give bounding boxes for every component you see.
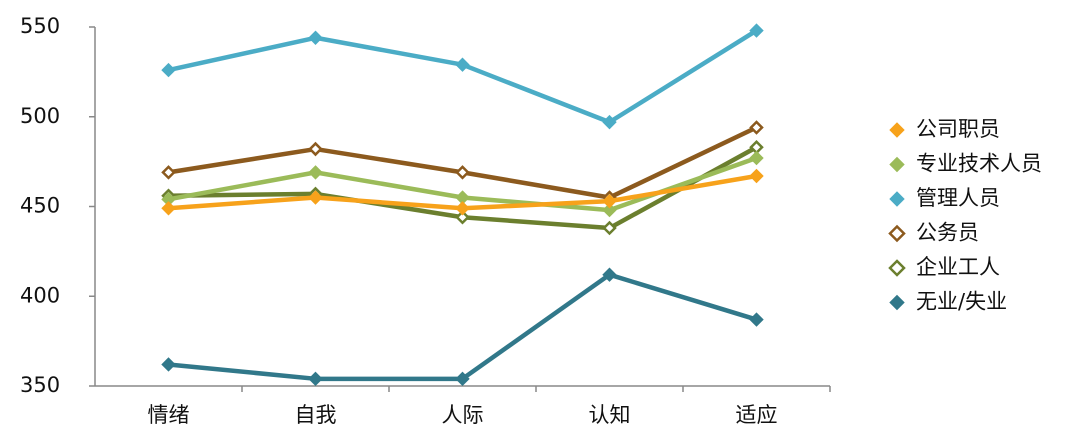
- data-point: [308, 165, 323, 180]
- y-tick-label: 450: [20, 194, 60, 218]
- data-point: [749, 168, 764, 184]
- data-point: [455, 57, 470, 72]
- line-series: [168, 28, 758, 125]
- legend-marker: [889, 122, 905, 138]
- y-tick-label: 500: [20, 104, 60, 128]
- x-tick-label: 情绪: [148, 403, 190, 427]
- data-point: [161, 357, 176, 372]
- data-point: [308, 30, 323, 45]
- legend-marker: [889, 191, 905, 207]
- data-point: [455, 371, 470, 387]
- y-tick-label: 550: [20, 14, 60, 38]
- data-point: [749, 312, 764, 327]
- data-point: [308, 190, 323, 205]
- line-series: [168, 272, 758, 382]
- legend-label: 专业技术人员: [916, 152, 1042, 176]
- legend-label: 企业工人: [916, 255, 1000, 279]
- legend-label: 无业/失业: [916, 290, 1007, 314]
- legend-marker: [888, 224, 906, 243]
- data-point: [455, 201, 470, 216]
- legend-label: 公司职员: [916, 117, 1000, 141]
- data-point: [602, 220, 617, 236]
- y-tick-label: 350: [20, 373, 60, 397]
- data-point: [161, 62, 176, 78]
- data-point: [308, 371, 323, 387]
- data-point: [602, 114, 617, 130]
- legend-label: 公务员: [916, 221, 979, 245]
- x-tick-label: 人际: [442, 403, 484, 427]
- data-point: [749, 23, 764, 38]
- data-point: [308, 141, 323, 157]
- data-point: [602, 267, 617, 282]
- data-point: [749, 150, 764, 166]
- data-point: [602, 202, 617, 218]
- data-point: [161, 201, 176, 216]
- data-point: [602, 193, 617, 209]
- y-tick-label: 400: [20, 283, 60, 307]
- data-point: [455, 210, 470, 225]
- data-point: [161, 165, 176, 180]
- x-tick-label: 认知: [589, 403, 631, 427]
- data-point: [749, 120, 764, 135]
- legend-marker: [889, 294, 905, 311]
- x-tick-label: 自我: [295, 403, 337, 427]
- legend-marker: [888, 259, 906, 277]
- legend-marker: [889, 156, 905, 173]
- legend-label: 管理人员: [916, 186, 1000, 210]
- data-point: [455, 165, 470, 180]
- x-tick-label: 适应: [736, 403, 778, 427]
